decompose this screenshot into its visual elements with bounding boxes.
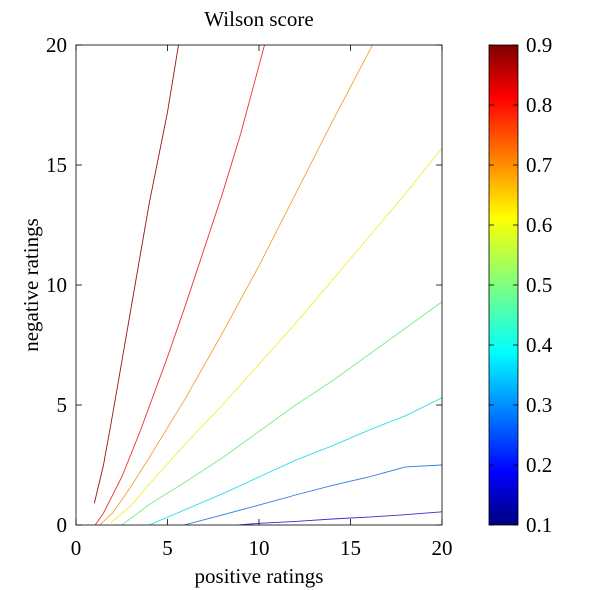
contour-line: [99, 45, 373, 525]
colorbar-tick-label: 0.7: [526, 153, 552, 177]
plot-frame: [75, 44, 443, 526]
contour-line: [238, 511, 442, 525]
colorbar-tick-label: 0.4: [526, 333, 553, 357]
x-axis-label: positive ratings: [195, 564, 324, 588]
contour-line: [110, 147, 442, 523]
contour-line: [93, 45, 179, 504]
contour-line: [94, 45, 265, 525]
chart-title: Wilson score: [204, 7, 313, 31]
y-tick-label: 15: [46, 153, 67, 177]
colorbar-tick-label: 0.1: [526, 513, 552, 537]
x-tick-label: 15: [340, 536, 361, 560]
y-tick-label: 5: [57, 393, 68, 417]
colorbar-tick-label: 0.2: [526, 453, 552, 477]
axes: 0 5 10 15 20 0 5 10 15 20: [46, 33, 453, 560]
colorbar-tick-label: 0.6: [526, 213, 552, 237]
x-tick-label: 10: [249, 536, 270, 560]
x-tick-label: 0: [71, 536, 82, 560]
y-tick-label: 20: [46, 33, 67, 57]
colorbar-tick-label: 0.3: [526, 393, 552, 417]
colorbar-tick-label: 0.5: [526, 273, 552, 297]
colorbar-tick-label: 0.9: [526, 33, 552, 57]
contour-lines: [93, 45, 442, 525]
x-tick-label: 20: [432, 536, 453, 560]
y-tick-label: 0: [57, 513, 68, 537]
contour-line: [121, 301, 442, 525]
colorbar-axis: 0.1 0.2 0.3 0.4 0.5 0.6 0.7 0.8 0.9: [489, 33, 553, 537]
colorbar-tick-label: 0.8: [526, 93, 552, 117]
x-tick-label: 5: [162, 536, 173, 560]
contour-line: [149, 397, 442, 525]
contour-line: [183, 464, 442, 525]
y-axis-label: negative ratings: [19, 218, 43, 352]
y-tick-label: 10: [46, 273, 67, 297]
